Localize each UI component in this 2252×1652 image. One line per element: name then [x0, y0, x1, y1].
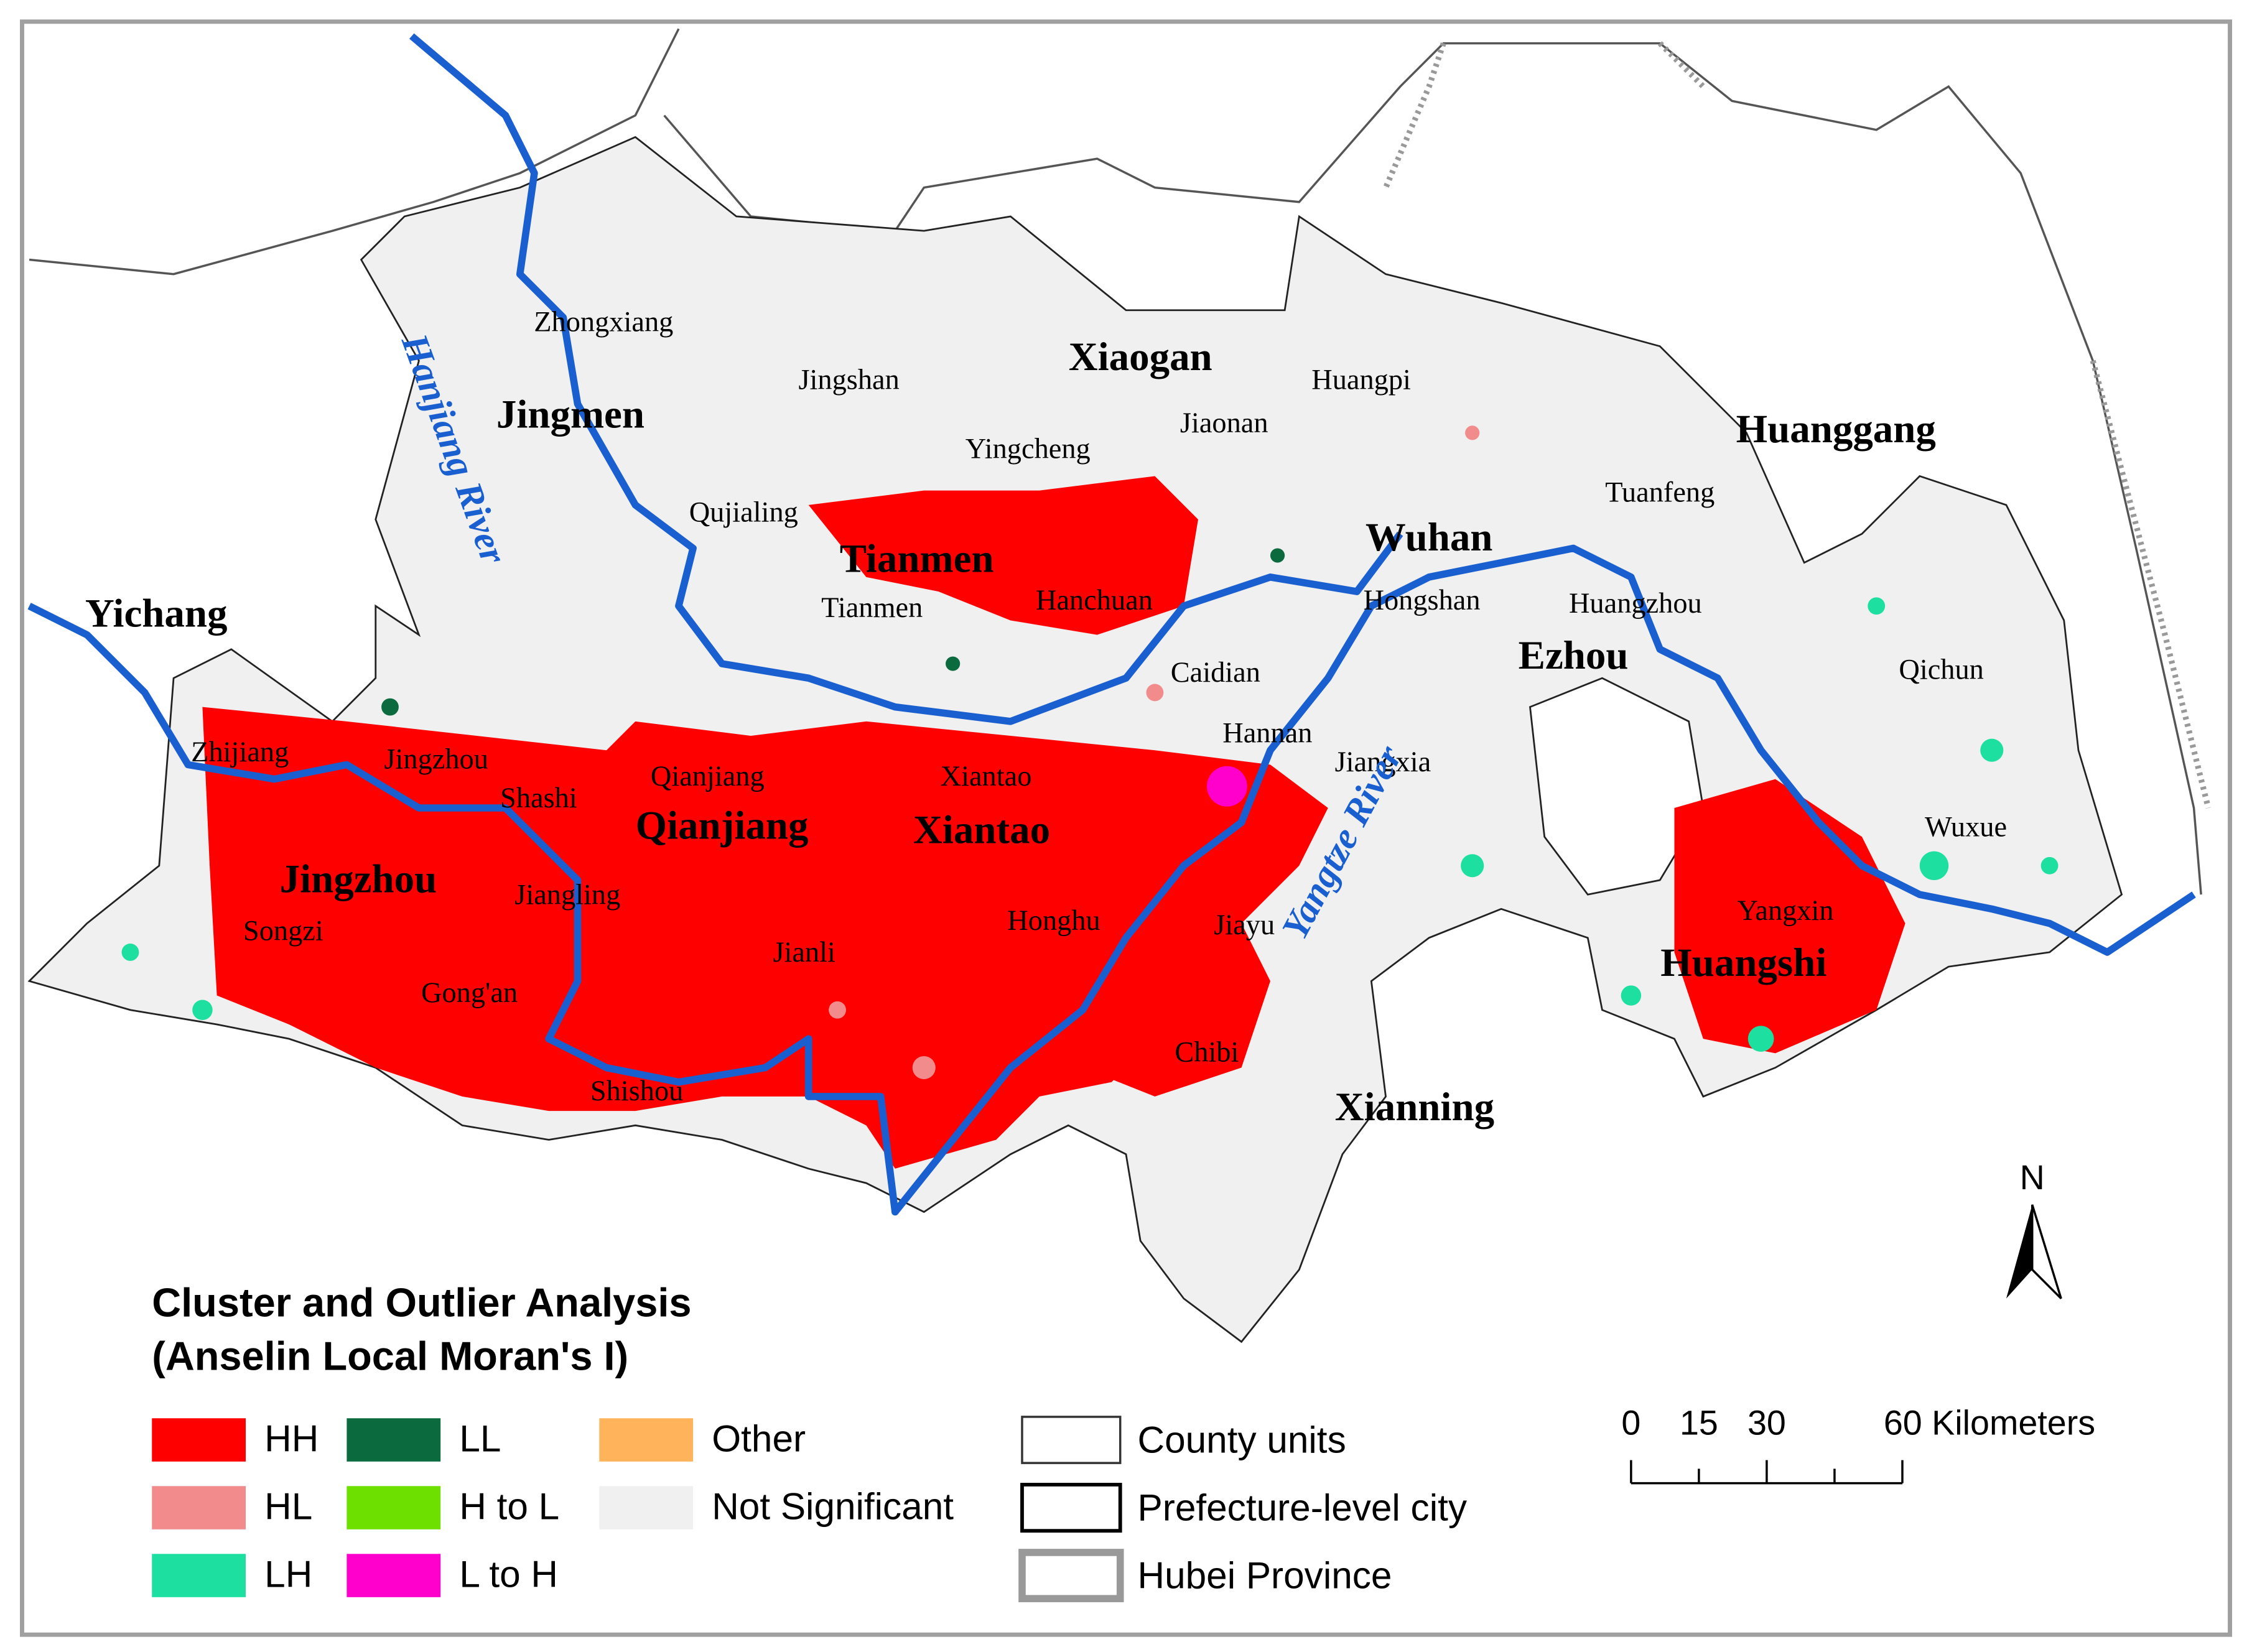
- county-label: Jiangling: [514, 879, 620, 911]
- lh-clusters: [121, 597, 2059, 1052]
- scale-bar: [1630, 1460, 1904, 1485]
- prefecture-label: Qianjiang: [636, 804, 809, 848]
- county-label: Tuanfeng: [1605, 476, 1715, 508]
- prefecture-label: Xiaogan: [1069, 335, 1212, 379]
- legend-swatch: [599, 1418, 694, 1462]
- scale-label: 0: [1621, 1404, 1640, 1442]
- lh-outlier: [1206, 766, 1247, 807]
- prefecture-label: Xianning: [1335, 1085, 1494, 1130]
- province-boundary: [1383, 41, 2212, 809]
- county-label: Yangxin: [1738, 895, 1834, 927]
- county-symbol: [1021, 1416, 1122, 1464]
- scale-label: 30: [1747, 1404, 1786, 1442]
- county-label: Yingcheng: [965, 434, 1091, 465]
- legend-label: Other: [712, 1417, 806, 1459]
- legend-label: LH: [264, 1552, 312, 1595]
- prefecture-labels: Jingmen Xiaogan Huanggang Tianmen Wuhan …: [85, 335, 1936, 1130]
- legend-swatch: [599, 1486, 694, 1529]
- legend-label: Prefecture-level city: [1138, 1487, 1468, 1529]
- legend-title: (Anselin Local Moran's I): [152, 1333, 628, 1378]
- county-label: Jiaonan: [1180, 407, 1268, 439]
- legend-title: Cluster and Outlier Analysis: [152, 1279, 691, 1325]
- county-label: Qianjiang: [651, 761, 765, 792]
- county-label: Gong'an: [421, 977, 518, 1009]
- county-label: Jingzhou: [384, 743, 488, 775]
- hl-clusters: [829, 425, 1480, 1080]
- rivers: [27, 33, 2196, 1216]
- legend-label: HL: [264, 1485, 312, 1527]
- county-label: Caidian: [1171, 657, 1260, 689]
- county-label: Jingshan: [798, 364, 899, 396]
- county-label: Jianli: [773, 937, 835, 968]
- county-label: Wuxue: [1925, 811, 2007, 843]
- legend-label: County units: [1138, 1419, 1346, 1461]
- prefecture-label: Huanggang: [1736, 407, 1936, 452]
- county-label: Hanchuan: [1036, 585, 1153, 616]
- county-label: Zhongxiang: [534, 307, 673, 338]
- outer-boundary: [29, 28, 2202, 895]
- county-label: Shashi: [500, 782, 577, 814]
- county-label: Shishou: [590, 1075, 683, 1107]
- county-label: Huangpi: [1311, 364, 1411, 396]
- county-label: Qichun: [1899, 654, 1984, 686]
- county-label: Jiayu: [1214, 909, 1275, 941]
- prefecture-label: Wuhan: [1366, 515, 1493, 560]
- scale-label: 60 Kilometers: [1884, 1404, 2095, 1442]
- hh-clusters: [202, 476, 1905, 1169]
- county-label: Jiangxia: [1335, 746, 1431, 778]
- prefecture-label: Jingzhou: [280, 857, 437, 902]
- legend-swatch: [347, 1486, 441, 1529]
- county-label: Hannan: [1222, 718, 1312, 749]
- legend-label: LL: [459, 1417, 501, 1459]
- county-label: Hongshan: [1363, 585, 1480, 616]
- county-label: Huangzhou: [1569, 588, 1702, 620]
- prefecture-label: Ezhou: [1519, 633, 1629, 678]
- legend-label: Not Significant: [712, 1485, 954, 1527]
- north-label: N: [2020, 1158, 2045, 1197]
- legend-swatch: [152, 1418, 246, 1462]
- legend-label: H to L: [459, 1485, 559, 1527]
- north-arrow: N: [2006, 1158, 2062, 1299]
- prefecture-label: Tianmen: [840, 537, 994, 582]
- county-label: Xiantao: [941, 761, 1032, 792]
- legend-label: L to H: [459, 1552, 558, 1595]
- county-label: Chibi: [1175, 1036, 1239, 1068]
- county-labels: Zhongxiang Jingshan Huangpi Jiaonan Yingchen…: [191, 307, 2007, 1107]
- scale-label: 15: [1680, 1404, 1718, 1442]
- legend-swatch: [152, 1486, 246, 1529]
- prefecture-label: Yichang: [85, 592, 228, 636]
- legend-swatch: [347, 1554, 441, 1597]
- legend-label: HH: [264, 1417, 319, 1459]
- scale-labels: 0 15 30 60 Kilometers: [1621, 1404, 2095, 1442]
- ll-clusters: [381, 548, 1285, 716]
- legend-label: Hubei Province: [1138, 1554, 1392, 1597]
- county-label: Songzi: [243, 915, 323, 947]
- prefecture-symbol: [1020, 1483, 1122, 1533]
- province-symbol: [1018, 1549, 1124, 1602]
- prefecture-label: Xiantao: [913, 808, 1050, 853]
- county-label: Tianmen: [821, 592, 923, 624]
- prefecture-label: Jingmen: [496, 392, 644, 437]
- legend: HH HL LH LL H to L L to H Other Not Significant…: [152, 1417, 1468, 1597]
- prefecture-label: Huangshi: [1660, 940, 1826, 985]
- county-label: Honghu: [1007, 905, 1100, 937]
- county-label: Zhijiang: [191, 736, 289, 768]
- legend-swatch: [347, 1418, 441, 1462]
- county-label: Qujialing: [689, 497, 798, 529]
- legend-swatch: [152, 1554, 246, 1597]
